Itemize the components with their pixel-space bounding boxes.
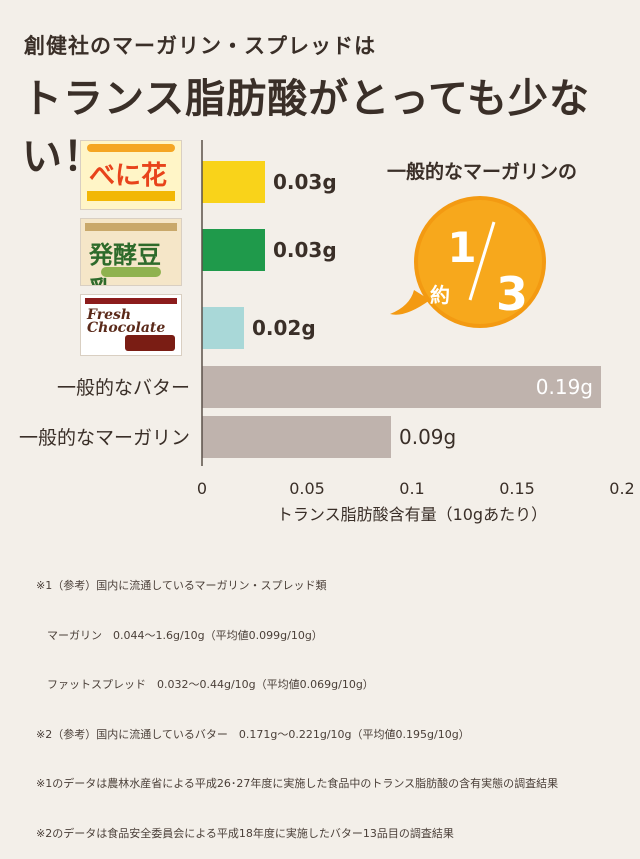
footnote-line: ※1のデータは農林水産省による平成26･27年度に実施した食品中のトランス脂肪酸… [36, 777, 559, 790]
bar [202, 161, 265, 203]
bar [202, 416, 391, 458]
product-label: べに花 [89, 161, 168, 191]
category-label: 一般的なバター [57, 377, 190, 399]
x-tick-label: 0.2 [609, 479, 634, 498]
category-label: 一般的なマーガリン [19, 427, 190, 449]
bar-value-label: 0.03g [273, 238, 337, 262]
subtitle: 創健社のマーガリン・スプレッドは [24, 34, 376, 58]
bar-chart: 0.03g 0.03g 0.02g 0.19g 一般的なバター 0.09g 一般的なマーガリ… [19, 140, 635, 524]
bar [202, 307, 244, 349]
bar [202, 366, 601, 408]
callout: 一般的なマーガリンの 約 1 3 [387, 160, 577, 328]
footnote-line: ファットスプレッド 0.032〜0.44g/10g（平均値0.069g/10g） [36, 678, 374, 691]
x-ticks-group: 0 0.05 0.1 0.15 0.2 [197, 479, 635, 498]
bar-value-label: 0.03g [273, 170, 337, 194]
fresh-chocolate-paste-package-icon: Fresh Chocolate [80, 294, 182, 356]
page-title: トランス脂肪酸がとっても少ない！ [22, 76, 590, 180]
bar-value-label: 0.09g [399, 425, 456, 449]
hakko-tonyu-margarine-package-icon: 発酵豆乳 [80, 218, 182, 286]
x-tick-label: 0.1 [399, 479, 424, 498]
footnote-line: ※1（参考）国内に流通しているマーガリン・スプレッド類 [36, 579, 327, 592]
x-tick-label: 0 [197, 479, 207, 498]
callout-denominator: 3 [496, 267, 528, 321]
beni-hana-margarine-package-icon: べに花 [80, 140, 182, 210]
bar-value-label: 0.02g [252, 316, 316, 340]
bar [202, 229, 265, 271]
product-label: 発酵豆乳 [89, 240, 161, 285]
x-tick-label: 0.05 [289, 479, 325, 498]
callout-numerator: 1 [447, 223, 476, 272]
product-label: Fresh Chocolate [87, 307, 166, 336]
callout-bubble [390, 290, 430, 315]
x-tick-label: 0.15 [499, 479, 535, 498]
footnote-line: ※2（参考）国内に流通しているバター 0.171g〜0.221g/10g（平均値… [36, 727, 470, 741]
footnote-line: ※2のデータは食品安全委員会による平成18年度に実施したバター13品目の調査結果 [36, 826, 454, 840]
callout-text: 一般的なマーガリンの [387, 160, 577, 183]
footnotes: ※1（参考）国内に流通しているマーガリン・スプレッド類 マーガリン 0.044〜… [36, 545, 626, 859]
callout-prefix: 約 [430, 283, 450, 307]
footnote-line: マーガリン 0.044〜1.6g/10g（平均値0.099g/10g） [36, 628, 323, 642]
x-axis-label: トランス脂肪酸含有量（10gあたり） [277, 505, 547, 524]
bar-value-label: 0.19g [536, 375, 593, 399]
bars-group: 0.03g 0.03g 0.02g 0.19g 一般的なバター 0.09g 一般的なマーガリ… [19, 161, 601, 458]
